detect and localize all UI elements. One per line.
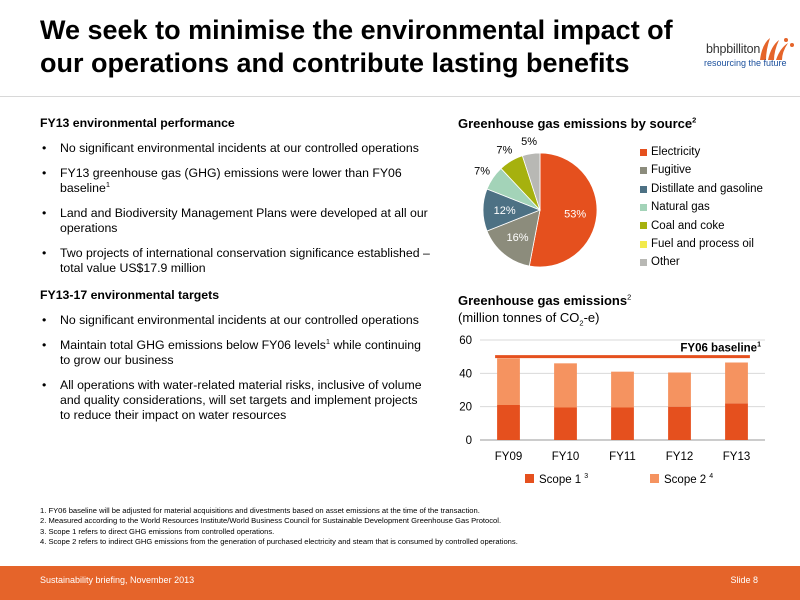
bar-segment — [611, 407, 634, 440]
logo-name: bhpbilliton — [706, 42, 761, 56]
legend-swatch — [640, 222, 647, 230]
pie-data-label: 12% — [494, 205, 516, 217]
x-tick-label: FY13 — [723, 451, 751, 463]
list-item: No significant environmental incidents a… — [40, 141, 430, 156]
x-tick-label: FY10 — [552, 451, 580, 463]
performance-heading: FY13 environmental performance — [40, 116, 235, 130]
targets-list: No significant environmental incidents a… — [40, 313, 430, 423]
pie-slice — [486, 209, 541, 267]
bar-chart-title: Greenhouse gas emissions2 (million tonne… — [458, 292, 632, 328]
bar-segment — [725, 403, 748, 440]
bar-chart: 0 20 40 60 FY09 FY10 FY11 FY12 FY13 FY06 baseline… — [459, 335, 765, 486]
x-tick-label: FY12 — [666, 451, 694, 463]
legend-entry: Other — [640, 253, 763, 271]
targets-heading: FY13-17 environmental targets — [40, 288, 220, 302]
y-tick-label: 0 — [466, 435, 472, 447]
footer-bar: Sustainability briefing, November 2013 S… — [0, 566, 800, 600]
y-tick-label: 60 — [459, 335, 472, 347]
legend-swatch — [640, 240, 647, 248]
pie-data-label: 5% — [521, 136, 537, 148]
bar-segment — [497, 358, 520, 405]
pie-data-label: 7% — [496, 145, 512, 157]
footnote: 1. FY06 baseline will be adjusted for ma… — [40, 506, 480, 515]
slide-number: Slide 8 — [730, 575, 758, 585]
footnote: 2. Measured according to the World Resou… — [40, 516, 502, 526]
footnotes: 1. FY06 baseline will be adjusted for ma… — [40, 506, 518, 548]
pie-chart: 53% 16% 12% 7% 7% 5% — [474, 136, 598, 268]
pie-chart-title: Greenhouse gas emissions by source2 — [458, 115, 697, 131]
footnote: 3. Scope 1 refers to direct GHG emission… — [40, 526, 275, 536]
bar-segment — [554, 363, 577, 408]
list-item: Land and Biodiversity Management Plans w… — [40, 206, 430, 236]
x-tick-label: FY11 — [609, 451, 636, 463]
slide-title: We seek to minimise the environmental im… — [40, 15, 673, 78]
legend-label: Electricity — [651, 146, 701, 158]
legend-label: Natural gas — [651, 201, 710, 214]
legend-label: Distillate and gasoline — [651, 182, 763, 195]
pie-slice — [528, 152, 598, 268]
pie-data-label: 7% — [474, 166, 490, 178]
header-divider — [0, 96, 800, 97]
list-item: Maintain total GHG emissions below FY06 … — [40, 338, 430, 368]
legend-entry: Electricity — [640, 143, 763, 161]
legend-swatch — [640, 185, 647, 193]
pie-data-label: 53% — [564, 208, 586, 220]
legend-entry: Natural gas — [640, 198, 763, 216]
legend-swatch — [525, 474, 534, 483]
performance-list: No significant environmental incidents a… — [40, 141, 430, 276]
legend-swatch — [640, 148, 647, 156]
y-tick-label: 40 — [459, 368, 472, 380]
bar-segment — [668, 372, 691, 407]
bar-segment — [611, 371, 634, 408]
baseline-label: FY06 baseline1 — [680, 342, 761, 355]
legend-swatch — [640, 259, 647, 267]
bar-segment — [554, 407, 577, 440]
list-item: Two projects of international conservati… — [40, 246, 430, 276]
legend-label: Other — [651, 256, 680, 269]
x-tick-label: FY09 — [495, 451, 523, 463]
legend-swatch — [640, 167, 647, 175]
legend-entry: Coal and coke — [640, 217, 763, 235]
legend-swatch — [650, 474, 659, 483]
pie-slice — [521, 152, 541, 211]
pie-data-label: 16% — [506, 232, 528, 244]
pie-legend: Electricity Fugitive Distillate and gasoli… — [640, 143, 763, 272]
legend-swatch — [640, 203, 647, 211]
legend-label: Coal and coke — [651, 219, 725, 232]
list-item: All operations with water-related materi… — [40, 378, 430, 423]
bar-segment — [668, 406, 691, 440]
bar-segment — [497, 405, 520, 440]
legend-entry: Distillate and gasoline — [640, 180, 763, 198]
legend-entry: Fuel and process oil — [640, 235, 763, 253]
logo-tagline: resourcing the future — [704, 58, 787, 68]
y-tick-label: 20 — [459, 402, 472, 414]
list-item: FY13 greenhouse gas (GHG) emissions were… — [40, 166, 430, 196]
bhp-logo-icon — [760, 38, 794, 60]
legend-entry: Fugitive — [640, 161, 763, 179]
legend-label: Fugitive — [651, 164, 692, 177]
bar-segment — [725, 362, 748, 404]
left-column: FY13 environmental performance No signif… — [40, 116, 430, 433]
footnote: 4. Scope 2 refers to indirect GHG emissi… — [40, 537, 518, 547]
list-item: No significant environmental incidents a… — [40, 313, 430, 328]
legend-label: Fuel and process oil — [651, 238, 754, 251]
footer-text: Sustainability briefing, November 2013 — [40, 575, 195, 585]
